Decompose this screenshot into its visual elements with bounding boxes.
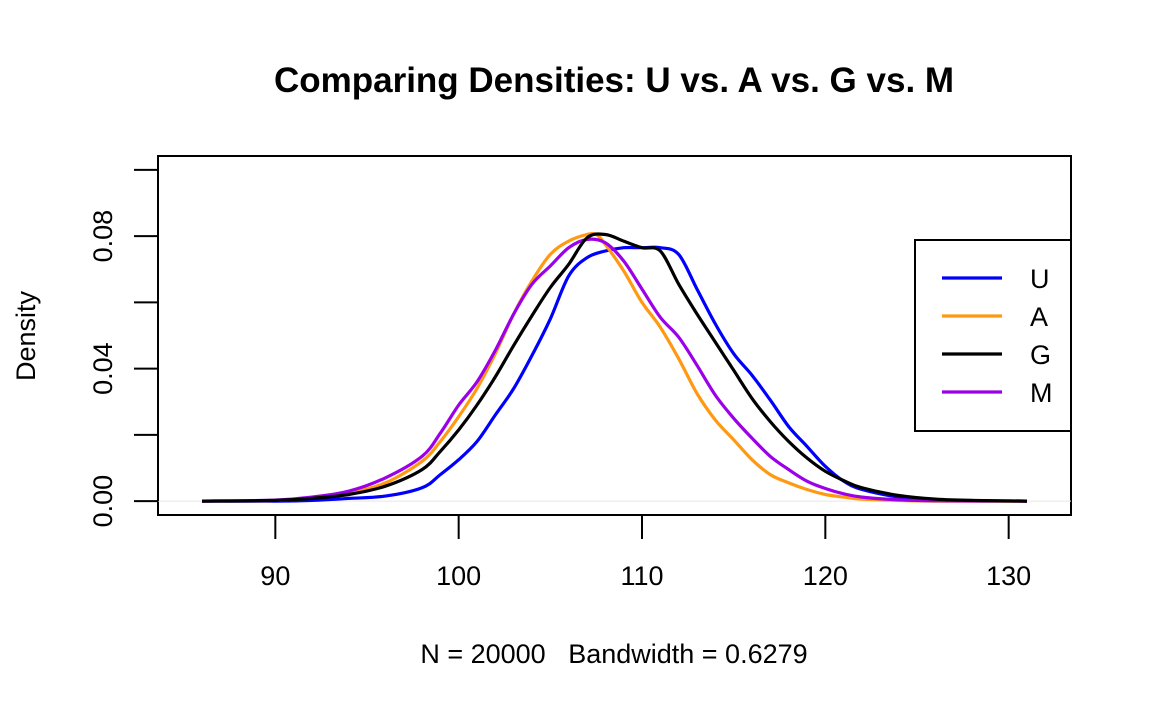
x-tick-label: 130 [986,561,1031,591]
series-line-m [201,237,1028,503]
legend-label-g: G [1030,340,1051,370]
series-layer [201,231,1028,503]
series-line-u [201,245,1028,503]
y-tick-label: 0.08 [88,210,118,263]
series-line-a [201,231,1028,503]
x-tick-label: 100 [436,561,481,591]
chart-title: Comparing Densities: U vs. A vs. G vs. M [274,61,954,100]
series-line-g [201,232,1028,503]
y-axis: 0.00 0.04 0.08 [88,168,159,528]
y-axis-label: Density [11,290,41,381]
y-tick-label: 0.00 [88,475,118,528]
legend-box [914,239,1072,432]
y-tick-label: 0.04 [88,342,118,395]
x-tick-label: 90 [260,561,290,591]
x-axis-label: N = 20000 Bandwidth = 0.6279 [420,639,807,669]
x-tick-label: 120 [803,561,848,591]
legend-label-u: U [1030,264,1050,294]
x-axis: 90 100 110 120 130 [260,514,1031,591]
legend-label-m: M [1030,378,1053,408]
legend-label-a: A [1030,302,1048,332]
x-tick-label: 110 [620,561,663,591]
